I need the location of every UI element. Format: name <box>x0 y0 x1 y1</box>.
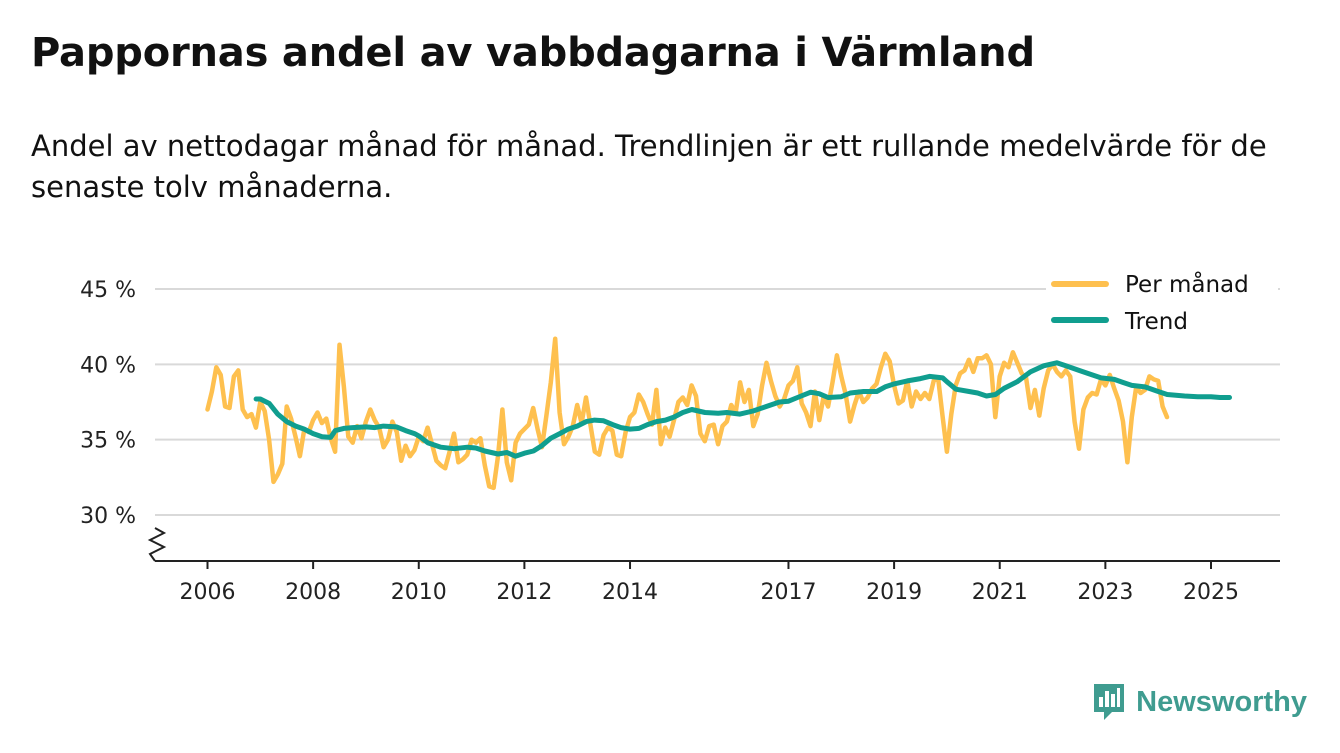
y-tick-label: 30 % <box>80 504 136 529</box>
legend-background <box>1046 264 1278 346</box>
axis-break-icon <box>147 527 167 562</box>
series-line-trend <box>253 360 1232 459</box>
legend-label-monthly: Per månad <box>1125 270 1249 298</box>
series-group <box>205 336 1232 491</box>
brand-name: Newsworthy <box>1136 685 1307 718</box>
x-tick-label: 2021 <box>972 580 1028 605</box>
brand-logo: Newsworthy <box>1092 682 1307 722</box>
x-tick-label: 2019 <box>866 580 922 605</box>
x-tick-label: 2010 <box>391 580 447 605</box>
x-tick-label: 2023 <box>1077 580 1133 605</box>
y-tick-label: 45 % <box>80 278 136 303</box>
x-tick-label: 2025 <box>1183 580 1239 605</box>
x-tick-label: 2012 <box>496 580 552 605</box>
legend: Per månad Trend <box>1046 264 1278 346</box>
series-line-monthly <box>205 336 1170 491</box>
x-tick-label: 2014 <box>602 580 658 605</box>
chart-title: Pappornas andel av vabbdagarna i Värmlan… <box>31 30 1035 76</box>
newsworthy-logo-icon <box>1094 684 1125 720</box>
x-tick-label: 2006 <box>180 580 236 605</box>
chart-subtitle: Andel av nettodagar månad för månad. Tre… <box>31 129 1267 204</box>
legend-label-trend: Trend <box>1124 309 1188 335</box>
y-axis: 30 % 35 % 40 % 45 % <box>80 278 136 529</box>
x-axis: 2006 2008 2010 2012 2014 2017 2019 2021 2023 2025 <box>147 527 1280 605</box>
x-tick-label: 2008 <box>285 580 341 605</box>
x-tick-label: 2017 <box>760 580 816 605</box>
y-tick-label: 35 % <box>80 429 136 454</box>
y-tick-label: 40 % <box>80 353 136 378</box>
